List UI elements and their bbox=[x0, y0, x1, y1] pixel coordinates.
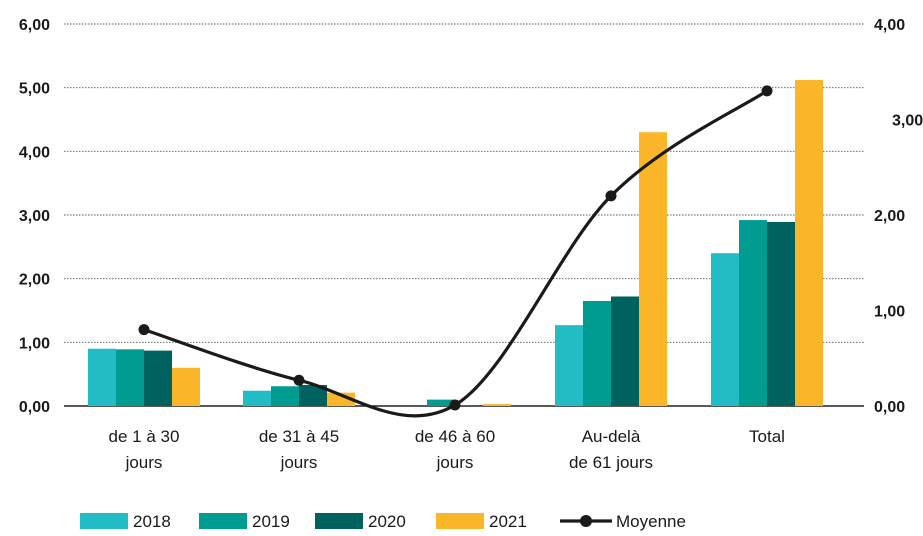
left-tick-label: 1,00 bbox=[19, 335, 50, 352]
average-point bbox=[605, 190, 617, 202]
left-tick-label: 3,00 bbox=[19, 208, 50, 225]
right-tick-label: 0,00 bbox=[874, 399, 905, 416]
legend-line-marker bbox=[580, 515, 592, 527]
left-axis-ticks: 0,00 1,00 2,00 3,00 4,00 5,00 6,00 bbox=[19, 17, 50, 416]
right-tick-label: 2,00 bbox=[874, 208, 905, 225]
legend-swatch-2018 bbox=[80, 513, 128, 529]
bar-2021 bbox=[483, 404, 511, 406]
bar-2020 bbox=[144, 350, 172, 406]
category-label: Au-delà bbox=[582, 427, 641, 446]
bar-marks bbox=[88, 80, 823, 406]
right-axis-ticks: 0,00 1,00 2,00 3,00 4,00 bbox=[874, 17, 923, 416]
left-tick-label: 0,00 bbox=[19, 399, 50, 416]
average-point bbox=[293, 374, 305, 386]
bar-2019 bbox=[116, 349, 144, 406]
right-tick-label: 3,00 bbox=[892, 113, 923, 130]
legend-label: 2020 bbox=[368, 512, 406, 531]
average-point bbox=[449, 399, 461, 411]
legend-swatch-2021 bbox=[436, 513, 484, 529]
legend-label: 2018 bbox=[133, 512, 171, 531]
average-point bbox=[138, 324, 150, 336]
category-label: de 1 à 30 bbox=[109, 427, 180, 446]
bar-2021 bbox=[172, 367, 200, 406]
legend: 2018 2019 2020 2021 Moyenne bbox=[80, 512, 686, 531]
bar-2019 bbox=[271, 386, 299, 406]
average-point bbox=[761, 85, 773, 97]
left-tick-label: 5,00 bbox=[19, 81, 50, 98]
left-tick-label: 4,00 bbox=[19, 144, 50, 161]
left-tick-label: 2,00 bbox=[19, 272, 50, 289]
legend-label: Moyenne bbox=[616, 512, 686, 531]
bar-2019 bbox=[427, 399, 455, 406]
bar-2021 bbox=[795, 80, 823, 406]
bar-2020 bbox=[299, 384, 327, 406]
category-labels: de 1 à 30 jours de 31 à 45 jours de 46 à 60 j… bbox=[109, 427, 785, 472]
legend-label: 2021 bbox=[489, 512, 527, 531]
category-label: de 31 à 45 bbox=[259, 427, 339, 446]
average-line-path bbox=[143, 89, 768, 418]
right-tick-label: 1,00 bbox=[874, 304, 905, 321]
bar-2019 bbox=[583, 300, 611, 406]
bar-2018 bbox=[555, 325, 583, 406]
category-label: jours bbox=[280, 453, 318, 472]
bar-2021 bbox=[639, 132, 667, 406]
legend-swatch-2019 bbox=[199, 513, 247, 529]
bar-2018 bbox=[711, 253, 739, 406]
legend-label: 2019 bbox=[252, 512, 290, 531]
bar-2020 bbox=[767, 222, 795, 406]
category-label: Total bbox=[749, 427, 785, 446]
category-label: jours bbox=[125, 453, 163, 472]
left-tick-label: 6,00 bbox=[19, 17, 50, 34]
bar-2019 bbox=[739, 220, 767, 406]
bar-2020 bbox=[611, 296, 639, 406]
right-tick-label: 4,00 bbox=[874, 17, 905, 34]
category-label: de 61 jours bbox=[569, 453, 653, 472]
bar-2018 bbox=[243, 390, 271, 406]
legend-swatch-2020 bbox=[315, 513, 363, 529]
average-line bbox=[138, 85, 773, 418]
category-label: jours bbox=[436, 453, 474, 472]
bar-2018 bbox=[88, 348, 116, 406]
bar-2021 bbox=[327, 392, 355, 406]
category-label: de 46 à 60 bbox=[415, 427, 495, 446]
